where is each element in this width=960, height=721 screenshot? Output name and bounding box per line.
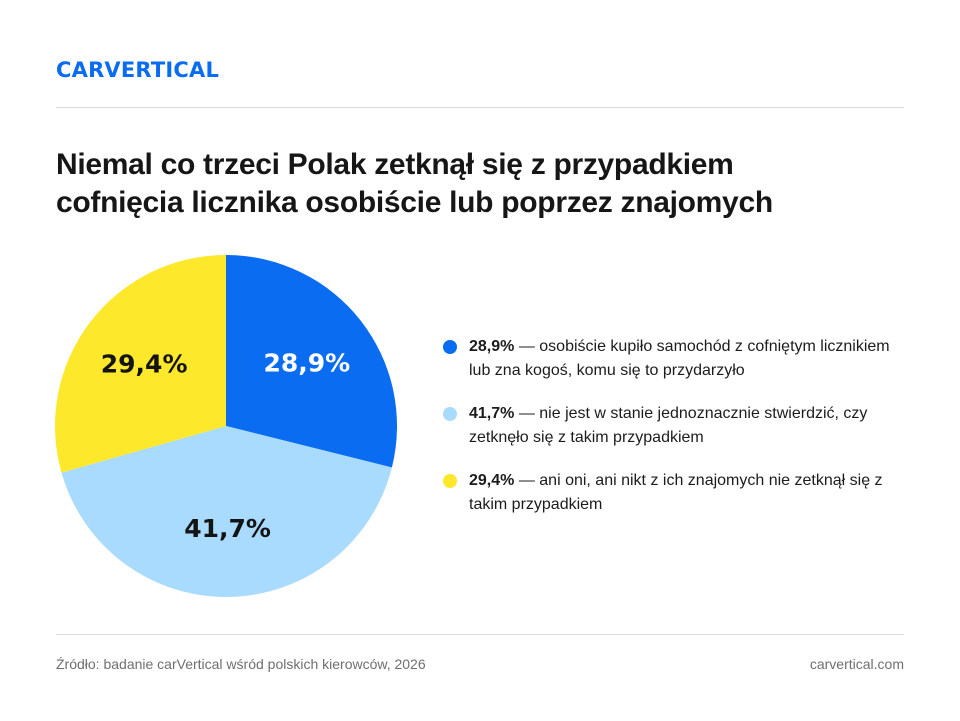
legend-separator: — <box>514 338 540 355</box>
legend-dot-icon <box>443 340 457 354</box>
pie-chart: 28,9% 41,7% 29,4% <box>40 240 412 612</box>
title-line-2: cofnięcia licznika osobiście lub poprzez… <box>56 186 773 219</box>
legend-percentage: 29,4% <box>469 472 515 489</box>
legend-separator: — <box>514 472 540 489</box>
legend-dot-icon <box>443 474 457 488</box>
legend-item-1: 28,9% — osobiście kupiło samochód z cofn… <box>443 335 913 383</box>
legend-item-2: 41,7% — nie jest w stanie jednoznacznie … <box>443 402 913 450</box>
pie-slice-2 <box>61 426 392 597</box>
pie-slice-1 <box>226 255 398 468</box>
legend-percentage: 28,9% <box>469 338 515 355</box>
pie-slice-label-2: 41,7% <box>184 514 271 543</box>
legend-description: nie jest w stanie jednoznacznie stwierdz… <box>469 405 868 446</box>
pie-slice-label-3: 29,4% <box>101 350 188 379</box>
legend-separator: — <box>514 405 540 422</box>
source-note: Źródło: badanie carVertical wśród polski… <box>56 656 426 672</box>
carvertical-logo: carVertical <box>56 58 220 82</box>
pie-chart-svg: 28,9% 41,7% 29,4% <box>54 255 398 597</box>
legend-item-3: 29,4% — ani oni, ani nikt z ich znajomyc… <box>443 469 913 517</box>
legend-description: osobiście kupiło samochód z cofniętym li… <box>469 338 890 379</box>
pie-slice-label-1: 28,9% <box>264 348 351 377</box>
footer-divider <box>56 634 904 635</box>
legend-percentage: 41,7% <box>469 405 515 422</box>
page-title: Niemal co trzeci Polak zetknął się z prz… <box>56 146 916 222</box>
title-line-1: Niemal co trzeci Polak zetknął się z prz… <box>56 148 734 181</box>
header-divider <box>56 107 904 108</box>
chart-legend: 28,9% — osobiście kupiło samochód z cofn… <box>443 335 913 536</box>
website-link[interactable]: carvertical.com <box>809 656 904 672</box>
legend-dot-icon <box>443 407 457 421</box>
pie-slice-3 <box>54 255 226 473</box>
legend-description: ani oni, ani nikt z ich znajomych nie ze… <box>469 472 883 513</box>
